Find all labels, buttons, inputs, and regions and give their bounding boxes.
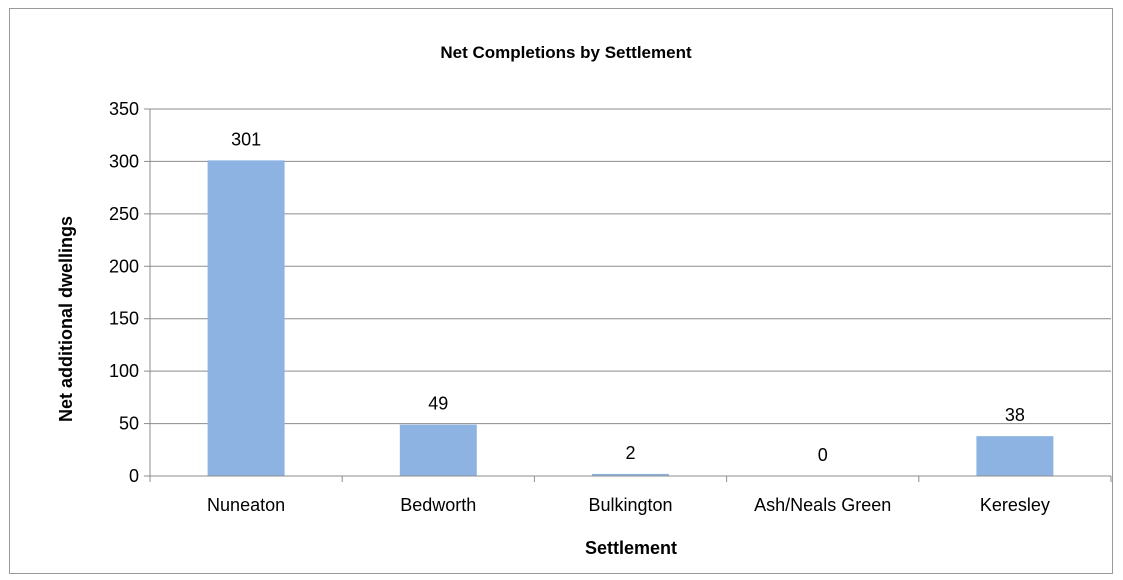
bar <box>399 424 477 476</box>
gridlines <box>150 108 1111 425</box>
x-axis-title: Settlement <box>585 538 677 558</box>
y-tick-label: 200 <box>109 256 139 276</box>
axes <box>144 108 1112 482</box>
bar <box>976 436 1054 476</box>
bar <box>592 473 669 476</box>
y-tick-label: 300 <box>109 151 139 171</box>
labels: 0 50 100 150 200 250 300 350 301 Nuneaton 49 Bedwor… <box>109 99 1050 515</box>
data-label: 301 <box>231 129 261 149</box>
y-tick-label: 150 <box>109 309 139 329</box>
y-tick-label: 350 <box>109 99 139 119</box>
chart-frame <box>9 8 1113 574</box>
data-label: 2 <box>625 443 635 463</box>
data-label: 38 <box>1005 405 1025 425</box>
bars <box>207 160 1054 476</box>
y-tick-label: 250 <box>109 204 139 224</box>
y-tick-label: 100 <box>109 361 139 381</box>
data-label: 0 <box>818 445 828 465</box>
y-tick-label: 50 <box>119 414 139 434</box>
y-tick-label: 0 <box>129 466 139 486</box>
x-tick-label: Ash/Neals Green <box>754 495 891 515</box>
x-tick-label: Keresley <box>980 495 1050 515</box>
y-axis-title: Net additional dwellings <box>56 216 76 422</box>
chart-title: Net Completions by Settlement <box>440 43 692 62</box>
data-label: 49 <box>428 394 448 414</box>
bar <box>207 160 285 476</box>
x-tick-label: Nuneaton <box>207 495 285 515</box>
x-tick-label: Bulkington <box>588 495 672 515</box>
x-tick-label: Bedworth <box>400 495 476 515</box>
